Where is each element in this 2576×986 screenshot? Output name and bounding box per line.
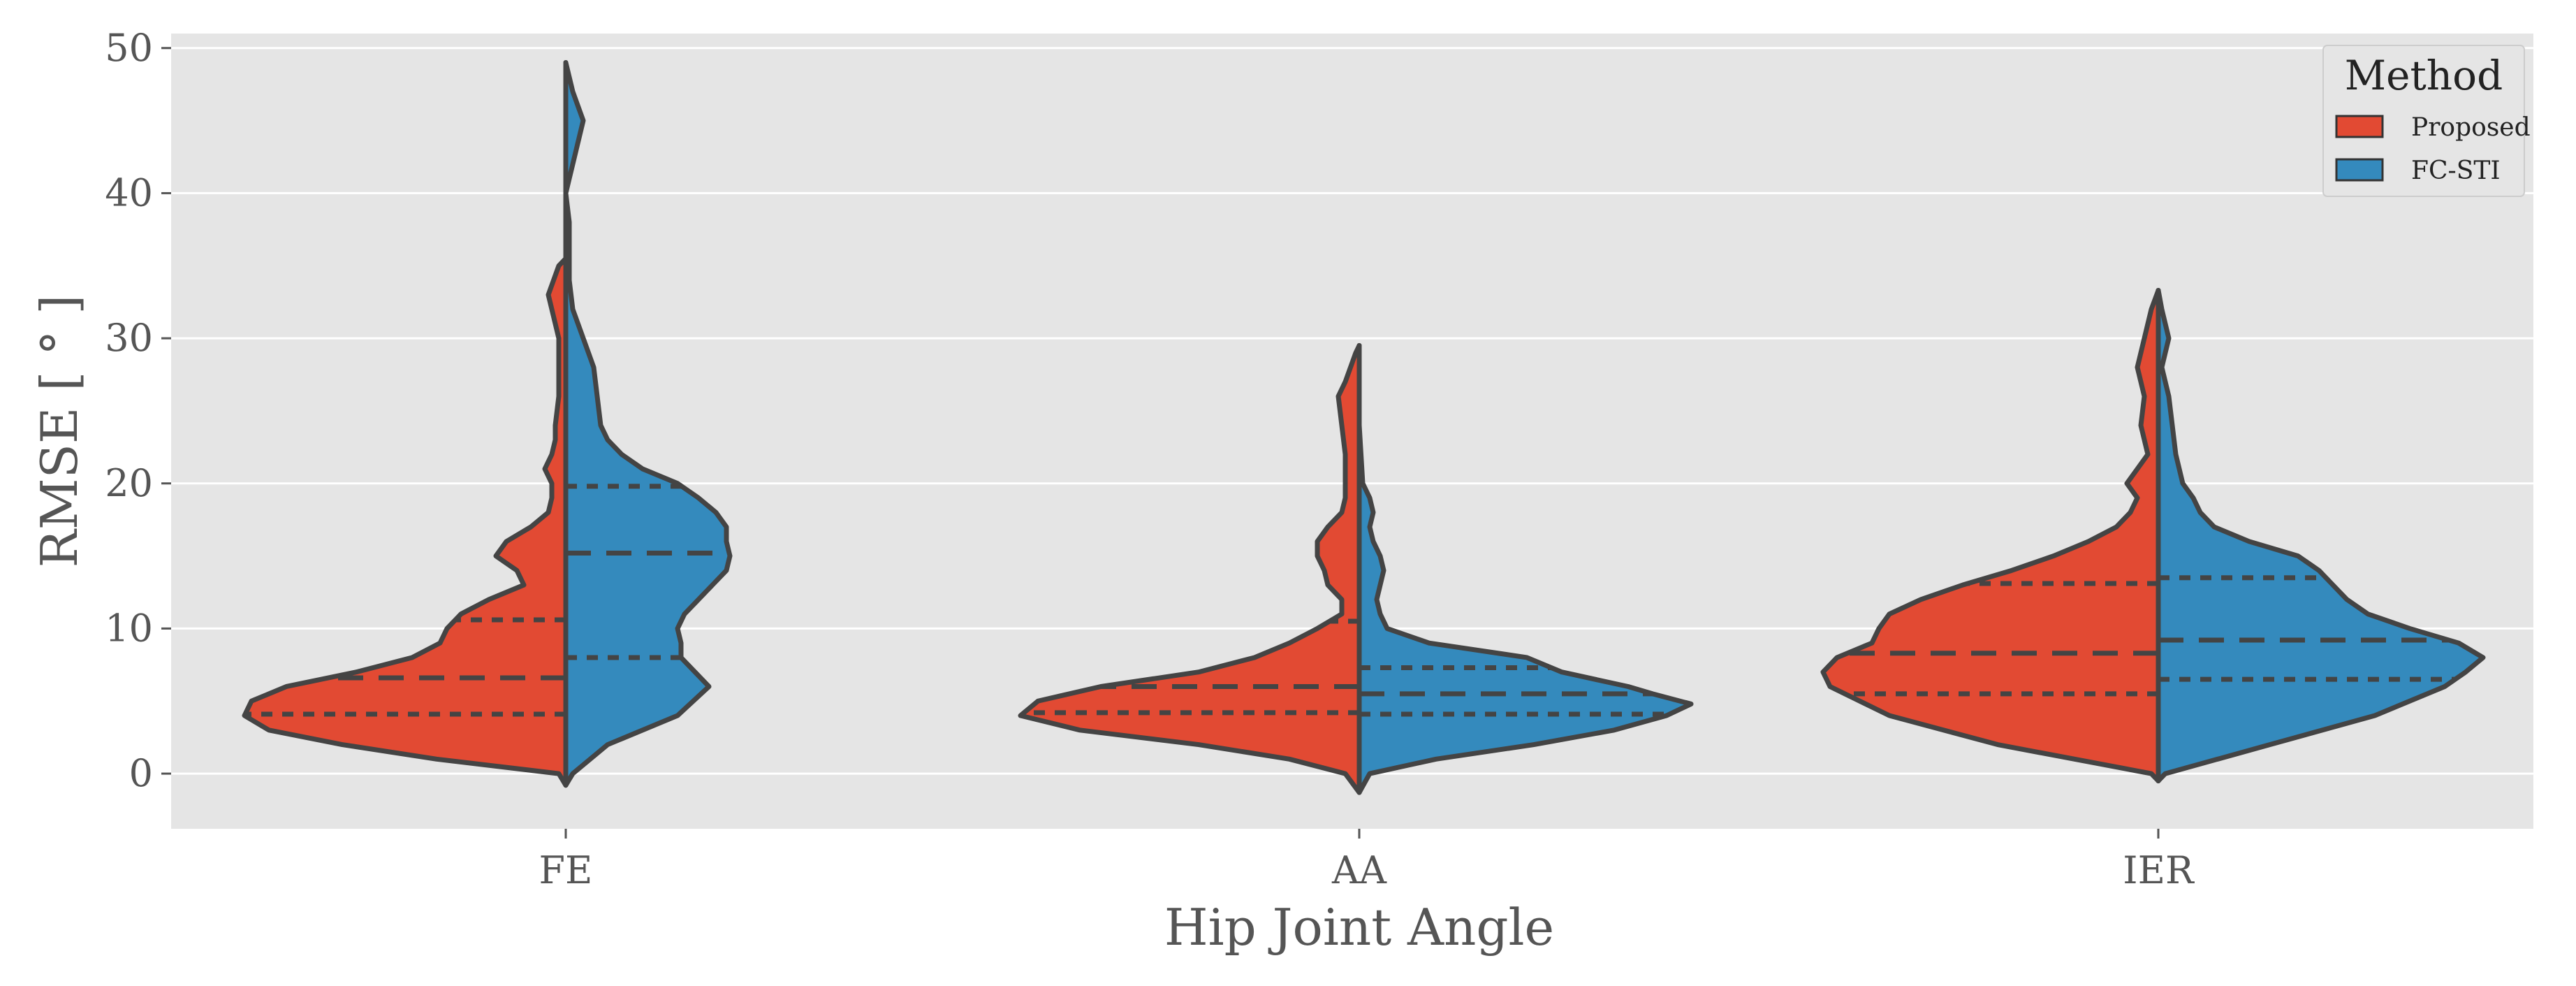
y-tick-label: 10 [105, 606, 153, 650]
legend-label-fc-sti: FC-STI [2411, 157, 2501, 185]
x-axis-title: Hip Joint Angle [1164, 898, 1554, 957]
x-tick-label: FE [539, 848, 593, 892]
x-tick-label: IER [2123, 848, 2195, 892]
y-axis-title: RMSE [ ° ] [30, 295, 89, 568]
legend-swatch-fc-sti [2335, 158, 2384, 182]
violin-proposed-ier [1820, 288, 2161, 783]
legend: Method Proposed FC-STI [2322, 45, 2531, 197]
y-axis-ticks: 0 10 20 30 40 50 [105, 26, 171, 795]
y-tick-label: 20 [105, 461, 153, 505]
x-axis-ticks: FE AA IER [539, 829, 2195, 892]
violin-proposed-aa [1018, 342, 1362, 795]
violin-fc-sti-aa [1356, 342, 1694, 795]
y-tick-label: 0 [129, 751, 153, 795]
violin-proposed-fe [242, 256, 569, 788]
y-tick-label: 40 [105, 171, 153, 215]
x-tick-label: AA [1331, 848, 1387, 892]
legend-swatch-proposed [2335, 115, 2384, 138]
legend-label-proposed: Proposed [2411, 113, 2531, 142]
y-tick-label: 30 [105, 316, 153, 360]
legend-title: Method [2345, 52, 2503, 99]
y-tick-label: 50 [105, 26, 153, 70]
violins [242, 60, 2486, 795]
violin-fc-sti-fe [563, 60, 733, 788]
